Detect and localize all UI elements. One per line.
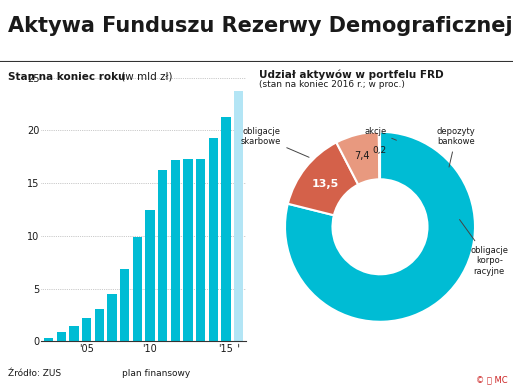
- Text: plan finansowy: plan finansowy: [122, 369, 190, 378]
- Bar: [94, 309, 104, 341]
- Bar: [234, 91, 243, 341]
- Wedge shape: [288, 142, 358, 215]
- Bar: [120, 268, 129, 341]
- Text: 78,9: 78,9: [360, 244, 390, 257]
- Bar: [69, 326, 78, 341]
- Wedge shape: [379, 132, 380, 179]
- Bar: [107, 294, 117, 341]
- Bar: [132, 237, 142, 341]
- Text: 13,5: 13,5: [312, 179, 339, 189]
- Text: akcje: akcje: [364, 127, 397, 140]
- Bar: [170, 160, 180, 341]
- Text: (stan na koniec 2016 r.; w proc.): (stan na koniec 2016 r.; w proc.): [259, 80, 405, 89]
- Text: (w mld zł): (w mld zł): [118, 72, 172, 82]
- Text: obligacje
skarbowe: obligacje skarbowe: [241, 127, 309, 157]
- Circle shape: [332, 179, 427, 274]
- Bar: [209, 138, 218, 341]
- Bar: [82, 318, 91, 341]
- Bar: [56, 332, 66, 341]
- Bar: [221, 117, 231, 341]
- Text: Stan na koniec roku: Stan na koniec roku: [8, 72, 125, 82]
- Text: Udział aktywów w portfelu FRD: Udział aktywów w portfelu FRD: [259, 69, 444, 80]
- Bar: [44, 338, 53, 341]
- Text: 7,4: 7,4: [354, 151, 370, 161]
- Text: Źródło: ZUS: Źródło: ZUS: [8, 369, 61, 378]
- Text: obligacje
korpo-
racyjne: obligacje korpo- racyjne: [460, 220, 508, 275]
- Text: Aktywa Funduszu Rezerwy Demograficznej: Aktywa Funduszu Rezerwy Demograficznej: [8, 16, 512, 36]
- Text: depozyty
bankowe: depozyty bankowe: [437, 127, 476, 167]
- Wedge shape: [285, 132, 475, 322]
- Bar: [145, 210, 155, 341]
- Bar: [158, 170, 167, 341]
- Text: © Ⓟ MC: © Ⓟ MC: [476, 375, 508, 384]
- Wedge shape: [337, 132, 380, 185]
- Bar: [196, 159, 205, 341]
- Text: 0,2: 0,2: [372, 146, 387, 155]
- Bar: [183, 159, 193, 341]
